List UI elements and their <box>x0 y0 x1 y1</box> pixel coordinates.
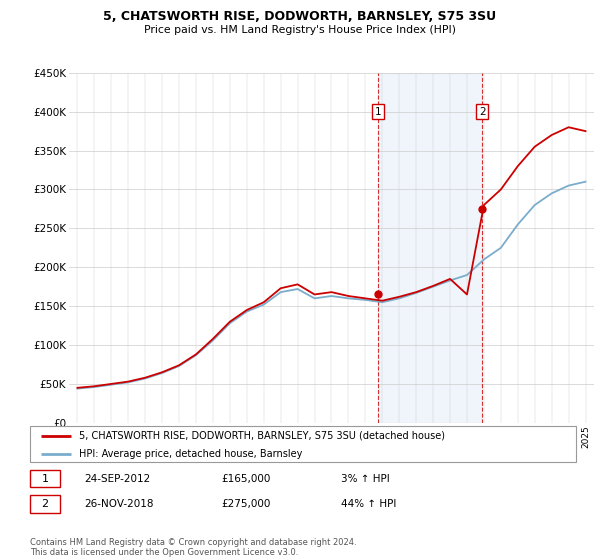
Text: 5, CHATSWORTH RISE, DODWORTH, BARNSLEY, S75 3SU (detached house): 5, CHATSWORTH RISE, DODWORTH, BARNSLEY, … <box>79 431 445 441</box>
Text: 3% ↑ HPI: 3% ↑ HPI <box>341 474 390 483</box>
Text: 2: 2 <box>479 107 485 116</box>
Text: £165,000: £165,000 <box>221 474 271 483</box>
Text: 26-NOV-2018: 26-NOV-2018 <box>85 500 154 509</box>
Text: 1: 1 <box>41 474 49 483</box>
Text: 1: 1 <box>374 107 381 116</box>
Text: Contains HM Land Registry data © Crown copyright and database right 2024.
This d: Contains HM Land Registry data © Crown c… <box>30 538 356 557</box>
FancyBboxPatch shape <box>30 426 576 462</box>
Text: 2: 2 <box>41 500 49 509</box>
Text: Price paid vs. HM Land Registry's House Price Index (HPI): Price paid vs. HM Land Registry's House … <box>144 25 456 35</box>
Bar <box>378 73 482 423</box>
Text: £275,000: £275,000 <box>221 500 271 509</box>
Text: 5, CHATSWORTH RISE, DODWORTH, BARNSLEY, S75 3SU: 5, CHATSWORTH RISE, DODWORTH, BARNSLEY, … <box>103 10 497 23</box>
Text: 24-SEP-2012: 24-SEP-2012 <box>85 474 151 483</box>
Text: 44% ↑ HPI: 44% ↑ HPI <box>341 500 397 509</box>
Text: HPI: Average price, detached house, Barnsley: HPI: Average price, detached house, Barn… <box>79 449 302 459</box>
FancyBboxPatch shape <box>30 470 60 487</box>
FancyBboxPatch shape <box>30 496 60 513</box>
